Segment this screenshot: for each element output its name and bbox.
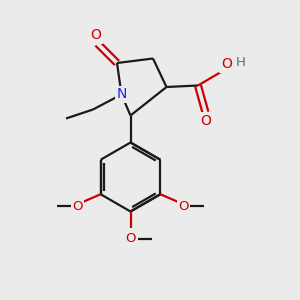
Text: O: O	[201, 114, 212, 128]
Text: O: O	[125, 232, 136, 245]
Text: O: O	[72, 200, 83, 213]
Text: O: O	[221, 58, 232, 71]
Text: O: O	[91, 28, 101, 42]
Text: N: N	[116, 88, 127, 101]
Text: O: O	[178, 200, 189, 213]
Text: H: H	[236, 56, 246, 70]
